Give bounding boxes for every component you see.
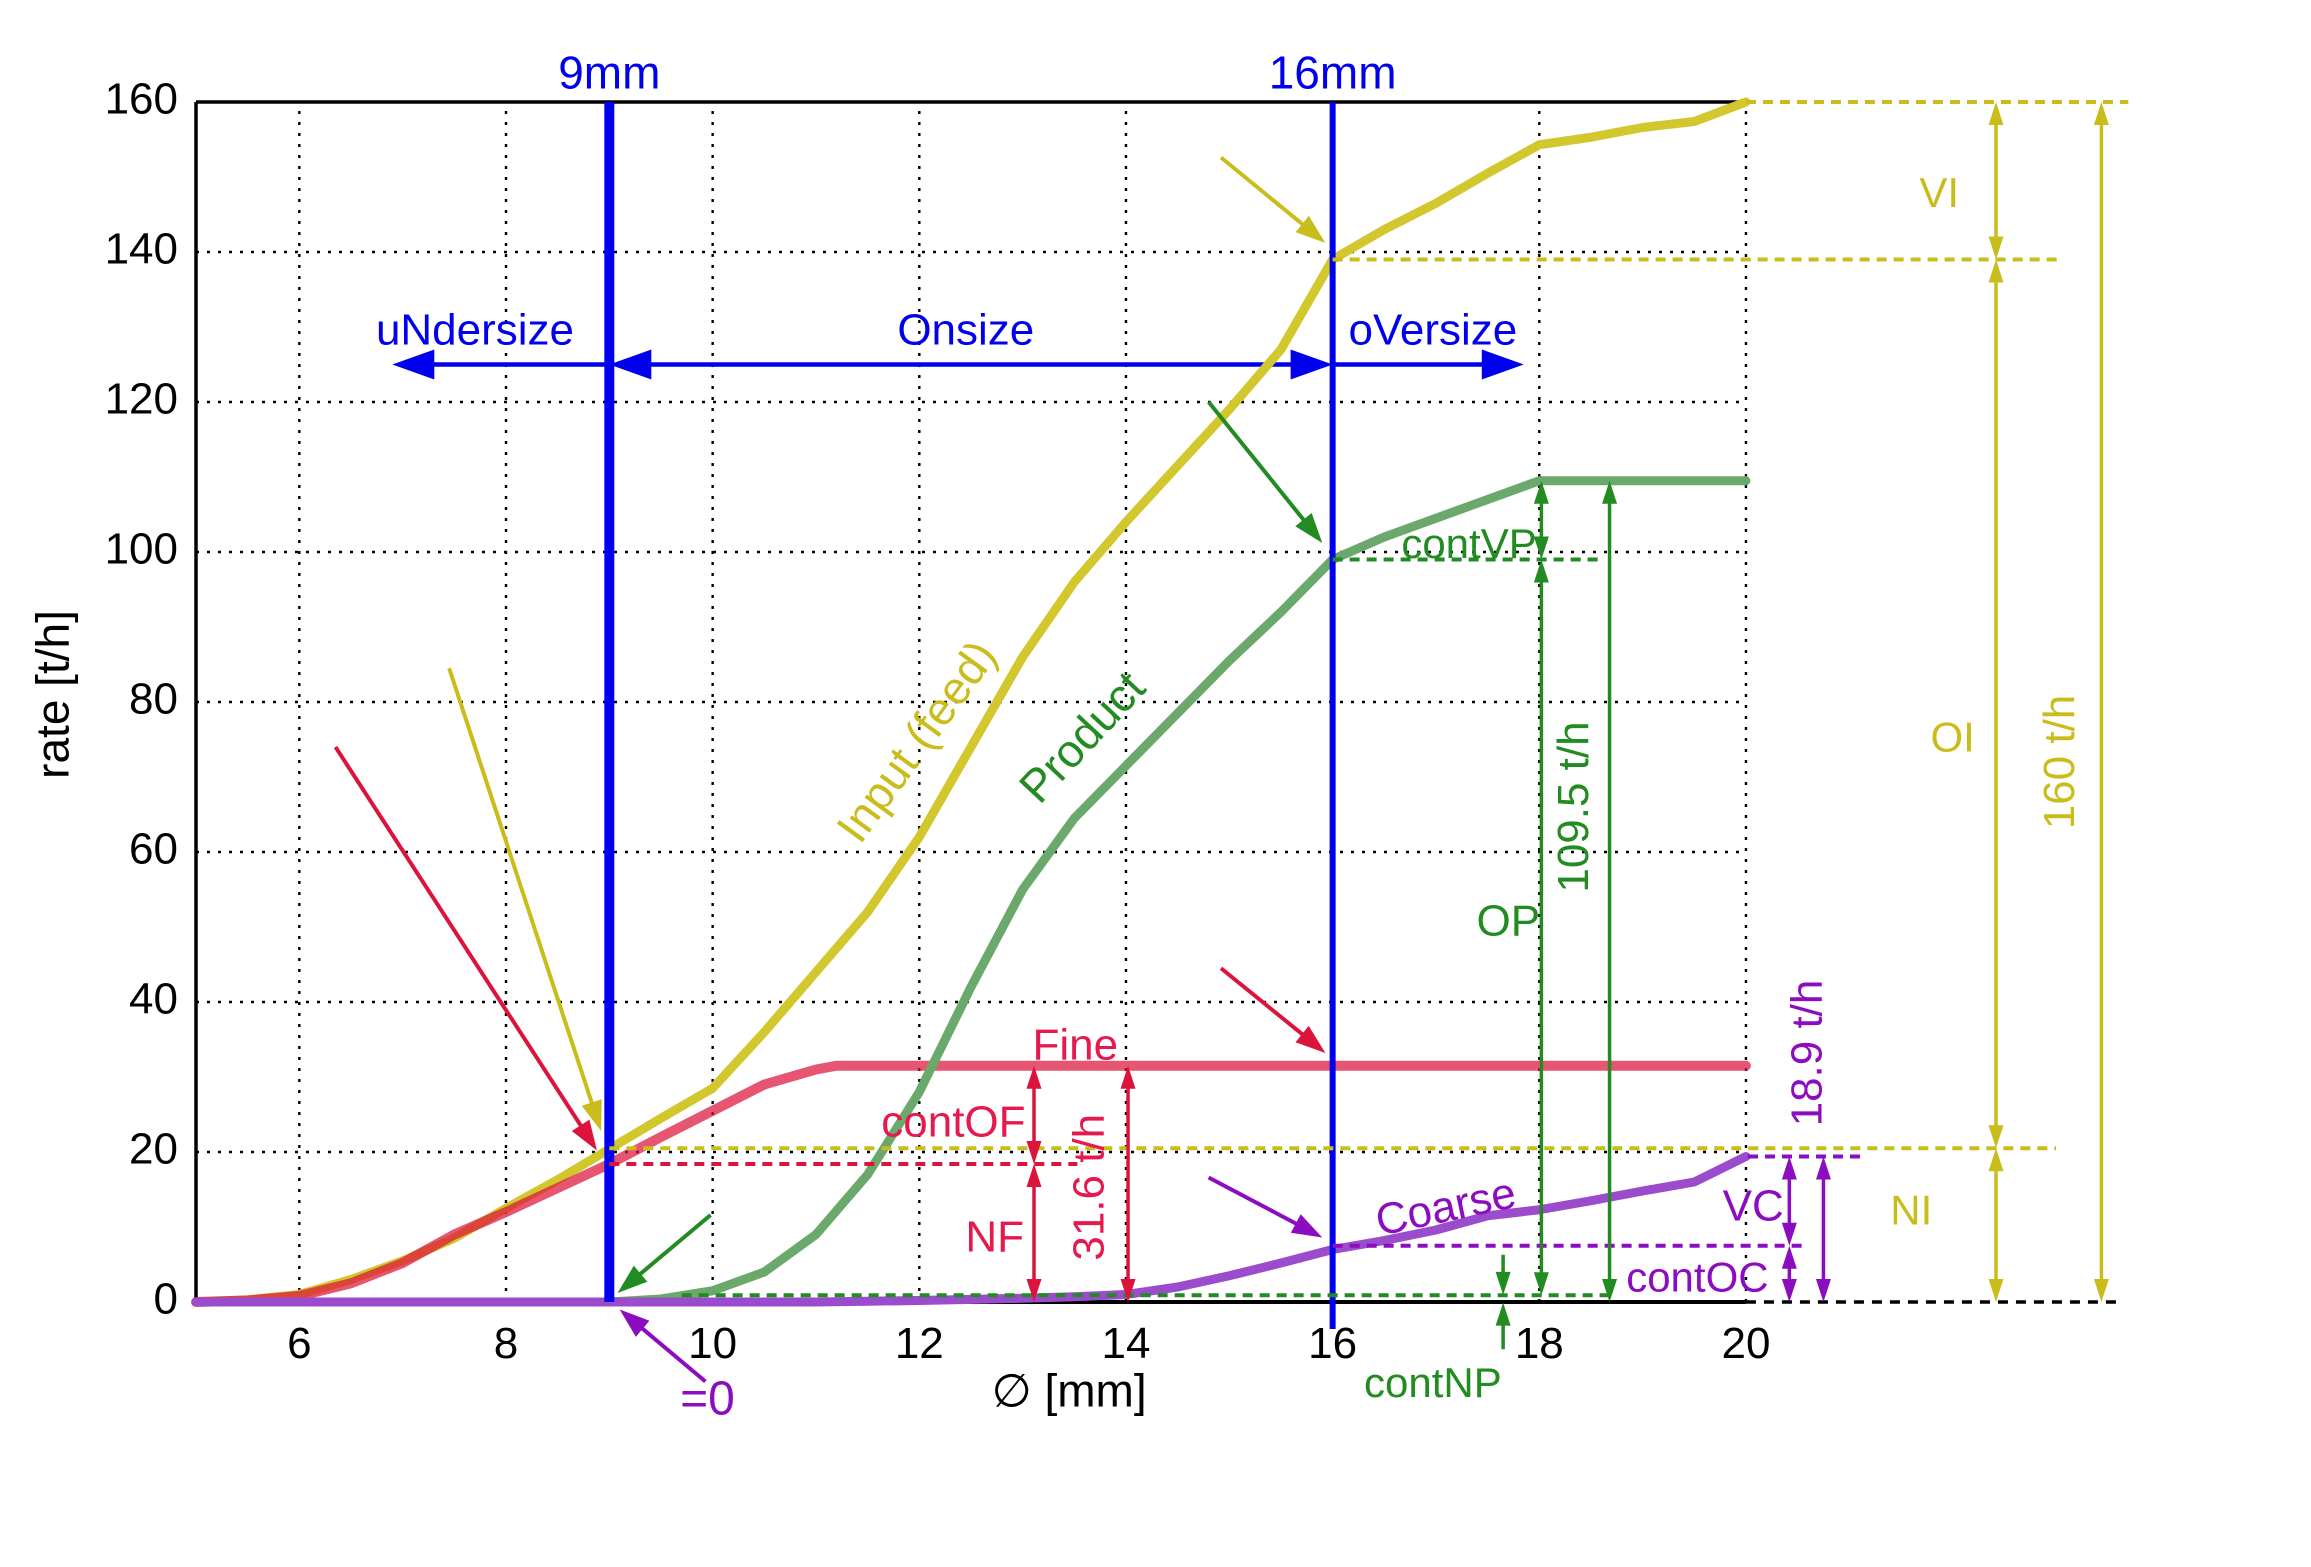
measure-VI-head2 (1988, 102, 2004, 125)
label-NF: NF (965, 1212, 1024, 1261)
label-contOC: contOC (1626, 1253, 1768, 1300)
measure-contVP-head2 (1533, 480, 1549, 504)
pointer-input-9mm-head (581, 1099, 602, 1131)
label-undersize: uNdersize (376, 306, 574, 355)
ytick-label-140: 140 (105, 225, 178, 274)
label-VI: VI (1919, 169, 1959, 216)
measure-coarse-total-head2 (1815, 1156, 1831, 1180)
label-yaxis: rate [t/h] (27, 610, 79, 779)
pointer-input-16mm-line (1219, 155, 1310, 231)
label-onsize: Onsize (897, 306, 1034, 355)
label-xaxis: ∅ [mm] (992, 1364, 1147, 1416)
ytick-label-20: 20 (129, 1125, 178, 1174)
pointer-coarse-16mm-line (1207, 1175, 1304, 1229)
measure-contOF-head2 (1026, 1065, 1042, 1089)
onsize-arrow-head2 (609, 349, 652, 380)
measure-NF-head (1026, 1279, 1042, 1302)
ytick-label-160: 160 (105, 75, 178, 124)
label-oversize: oVersize (1348, 306, 1517, 355)
label-VC: VC (1723, 1182, 1784, 1231)
undersize-arrow-head (392, 349, 435, 380)
curve-coarse (191, 1152, 1751, 1307)
xtick-label-10: 10 (688, 1319, 737, 1368)
xtick-label-14: 14 (1101, 1319, 1150, 1368)
xtick-label-12: 12 (895, 1319, 944, 1368)
measure-contNP-lower-stub-head (1495, 1302, 1511, 1326)
pointer-product-16mm-head (1295, 513, 1323, 543)
label-product-total: 109.5 t/h (1549, 721, 1598, 892)
measure-product-total-head2 (1602, 480, 1618, 504)
label-9mm: 9mm (558, 47, 660, 99)
curve-fine (191, 1060, 1751, 1307)
measure-VC-head2 (1781, 1156, 1797, 1180)
measure-contNP-upper-stub-head (1495, 1271, 1511, 1295)
measure-NI-head2 (1988, 1148, 2004, 1172)
measure-NI-head (1988, 1279, 2004, 1302)
measure-OI-head (1988, 1125, 2004, 1149)
measure-coarse-total-head (1815, 1279, 1831, 1302)
xtick-label-18: 18 (1515, 1319, 1564, 1368)
measure-contOF-head (1026, 1141, 1042, 1164)
measure-contOC-head2 (1781, 1245, 1797, 1269)
oversize-arrow-head (1481, 349, 1524, 380)
pointer-input-9mm-line (447, 667, 596, 1111)
onsize-arrow-head (1290, 349, 1333, 380)
ytick-label-0: 0 (154, 1275, 178, 1324)
label-NI: NI (1890, 1187, 1932, 1234)
xtick-label-20: 20 (1721, 1319, 1770, 1368)
label-coarse-total: 18.9 t/h (1783, 980, 1832, 1127)
label-16mm: 16mm (1269, 47, 1397, 99)
measure-fine-total-head (1120, 1279, 1136, 1302)
measure-VC-head (1781, 1222, 1797, 1246)
pointer-coarse-16mm-head (1290, 1214, 1323, 1238)
pointer-fine-16mm-line (1219, 966, 1310, 1041)
measure-contOC-head (1781, 1279, 1797, 1302)
label-fine: Fine (1033, 1020, 1119, 1069)
pointer-equals-zero-line (635, 1322, 707, 1384)
pointer-product-16mm-line (1207, 400, 1310, 527)
measure-input-total-head2 (2093, 102, 2109, 125)
pointer-fine-16mm-head (1295, 1025, 1326, 1053)
pointer-fine-9mm-head (571, 1119, 597, 1151)
measure-fine-total-head2 (1120, 1065, 1136, 1089)
measure-contVP-head (1533, 536, 1549, 560)
label-input-total: 160 t/h (2035, 695, 2084, 830)
pointer-product-9mm-line (633, 1213, 712, 1281)
measure-VI-head (1988, 236, 2004, 260)
measure-NF-head2 (1026, 1164, 1042, 1187)
curve-product (604, 476, 1751, 1307)
xtick-label-6: 6 (287, 1319, 311, 1368)
ytick-label-60: 60 (129, 825, 178, 874)
pointer-input-16mm-head (1295, 215, 1326, 243)
pointer-fine-9mm-line (333, 745, 587, 1133)
label-OP: OP (1477, 897, 1541, 946)
ytick-label-40: 40 (129, 975, 178, 1024)
label-fine-total: 31.6 t/h (1064, 1114, 1113, 1261)
label-OI: OI (1930, 713, 1974, 760)
ytick-label-80: 80 (129, 675, 178, 724)
measure-input-total-head (2093, 1279, 2109, 1302)
ytick-label-120: 120 (105, 375, 178, 424)
measure-OP-head2 (1533, 559, 1549, 583)
pointer-product-9mm-head (617, 1265, 648, 1293)
label-equals-zero: =0 (680, 1372, 735, 1425)
ytick-label-100: 100 (105, 525, 178, 574)
label-contOF: contOF (881, 1098, 1025, 1147)
pointer-equals-zero-head (619, 1309, 650, 1337)
label-contNP: contNP (1364, 1359, 1502, 1406)
measure-product-total-head (1602, 1279, 1618, 1302)
label-contVP: contVP (1401, 520, 1536, 567)
measure-OP-head (1533, 1272, 1549, 1296)
xtick-label-8: 8 (494, 1319, 518, 1368)
measure-OI-head2 (1988, 259, 2004, 283)
